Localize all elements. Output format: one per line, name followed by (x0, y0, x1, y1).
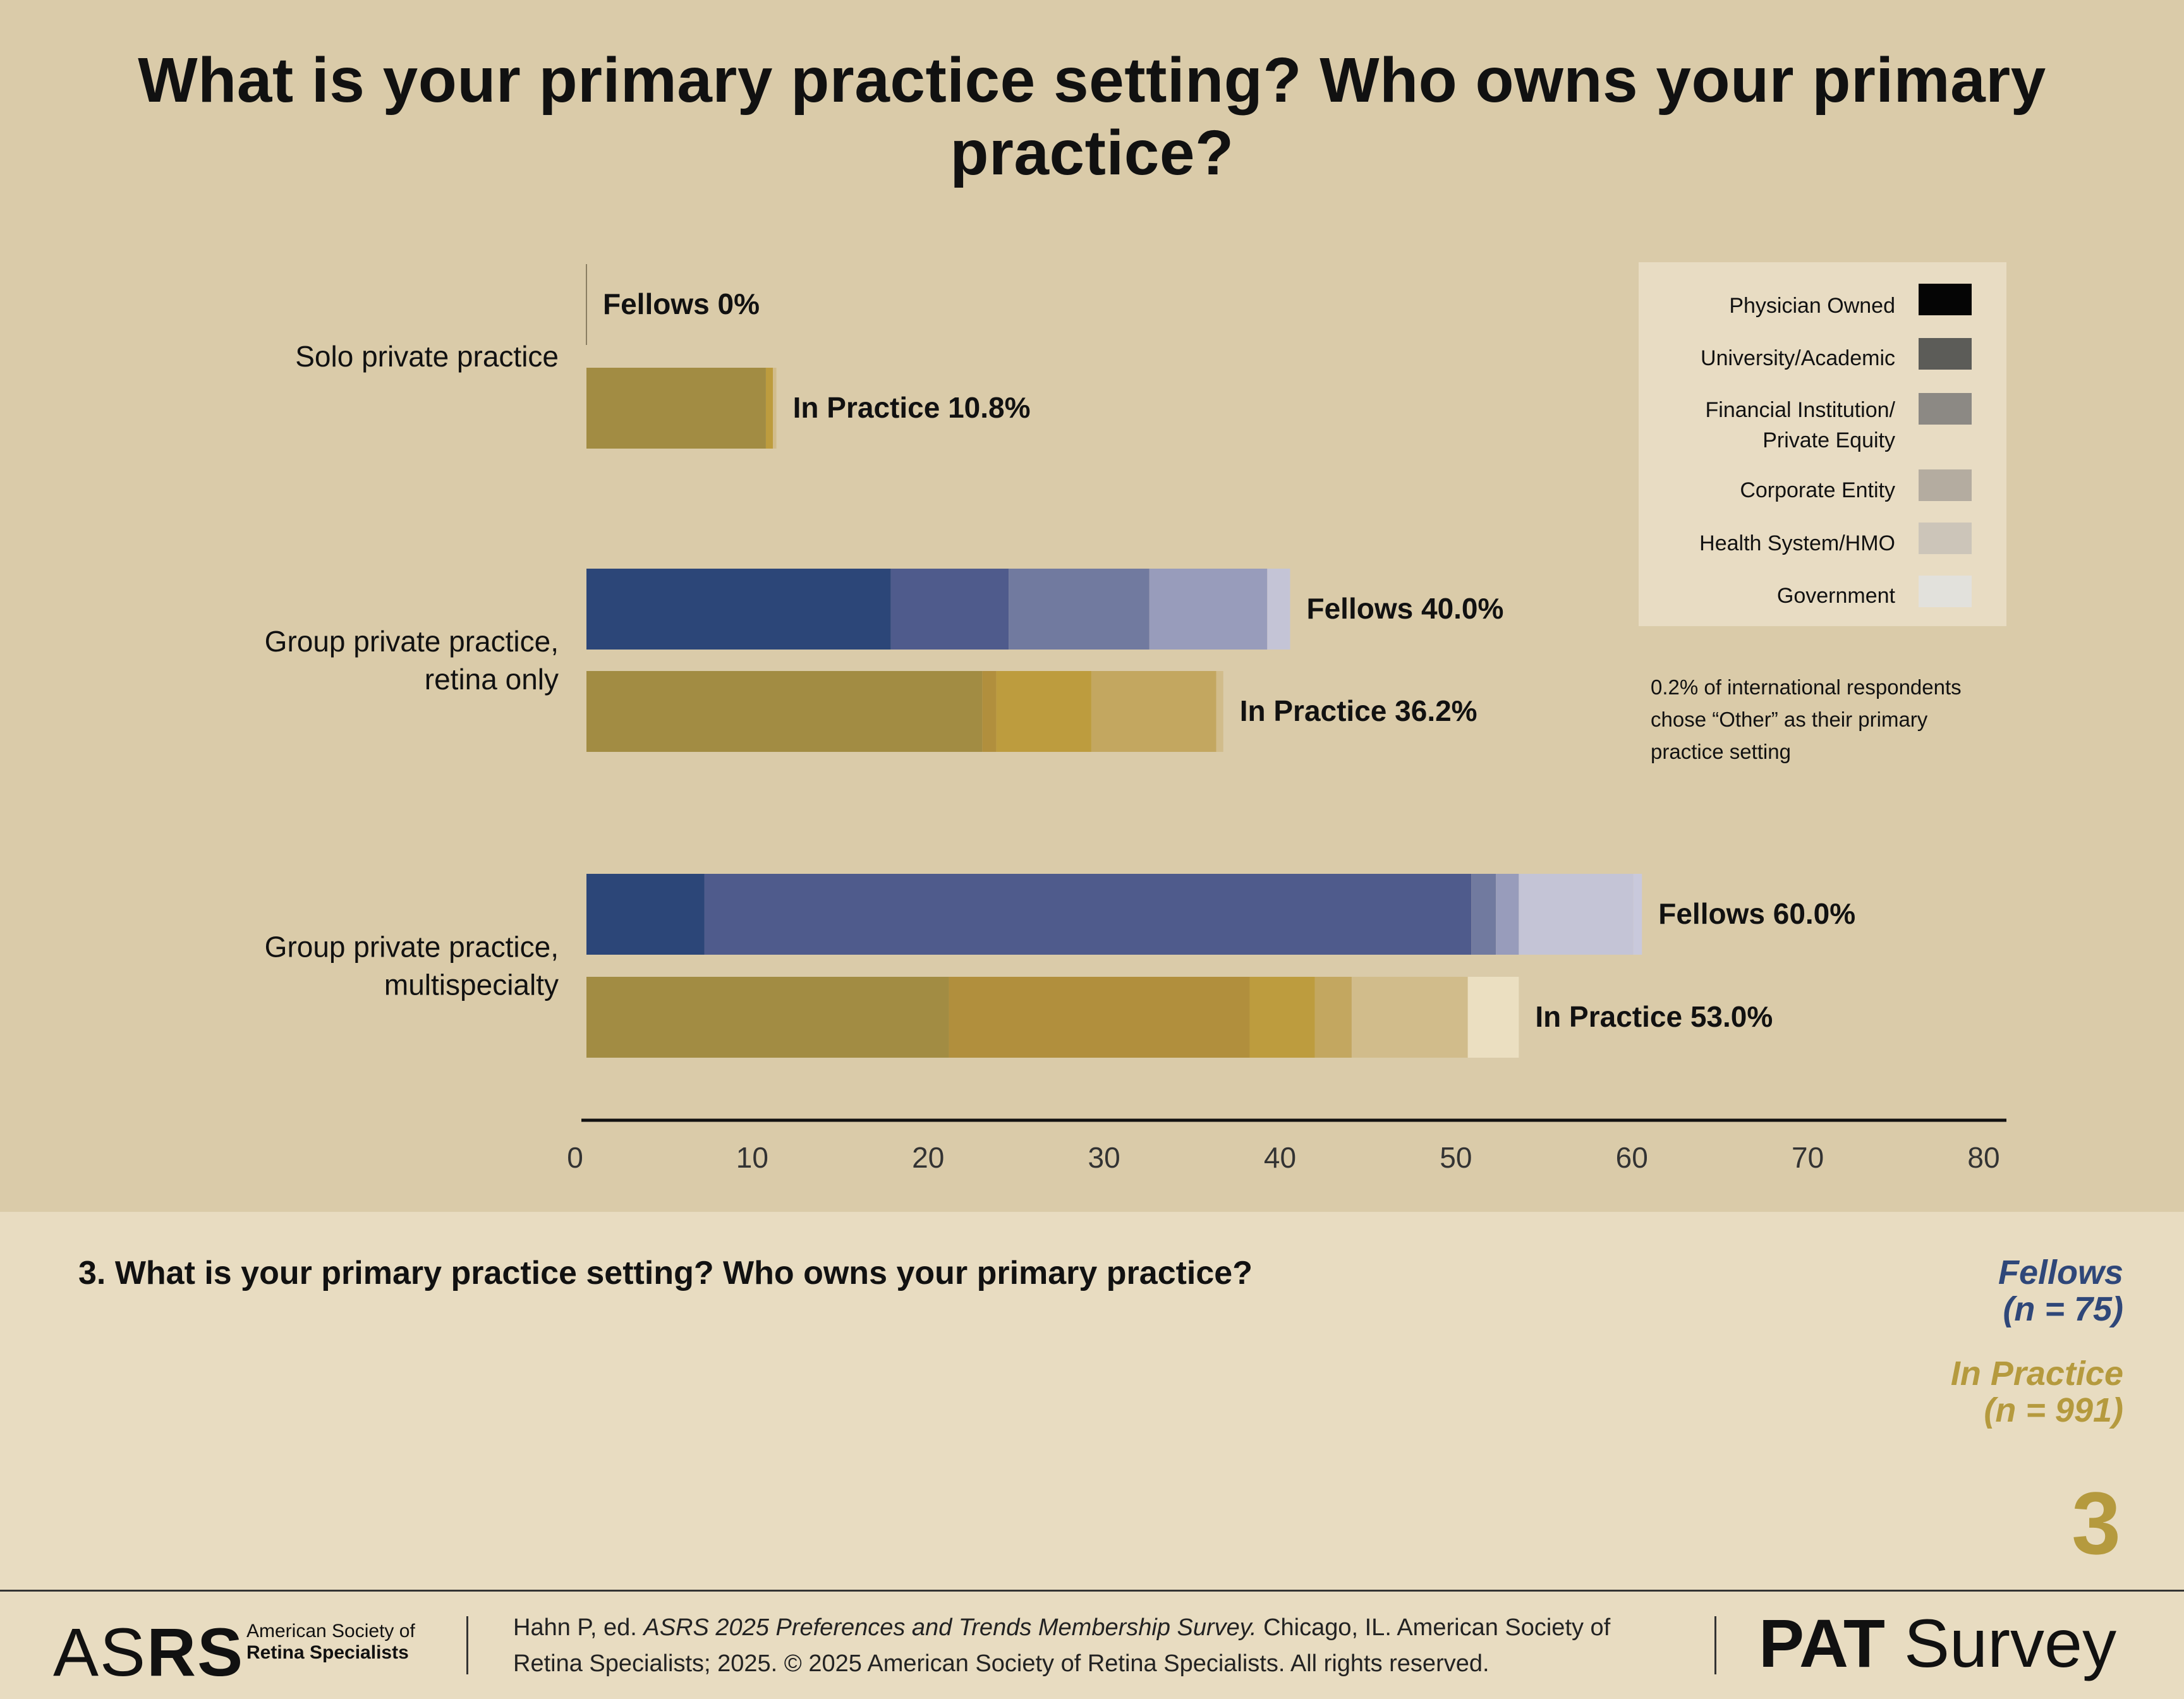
bar-value-label-g2-fellows: Fellows 60.0% (1658, 897, 1855, 930)
logo-subtitle-line1: American Society of (246, 1621, 415, 1642)
bar-segment-g2-fellows-1 (704, 874, 1472, 955)
bar-segment-g1-in-practice-0 (586, 671, 983, 752)
in-practice-sample-n: (n = 991) (1984, 1391, 2123, 1429)
bar-value-label-g0-in-practice: In Practice 10.8% (793, 391, 1031, 424)
in-practice-sample: In Practice (n = 991) (1951, 1355, 2123, 1429)
bar-segment-g1-fellows-3 (1149, 569, 1268, 650)
legend-label-financial-institution: Financial Institution/ Private Equity (1705, 398, 1896, 452)
category-label-g2-1: multispecialty (384, 969, 559, 1001)
bar-segment-g0-in-practice-2 (765, 368, 774, 449)
pat-survey-logo: PAT Survey (1759, 1604, 2116, 1683)
citation-prefix: Hahn P, ed. (513, 1614, 644, 1641)
category-label-g2-0: Group private practice, (265, 931, 559, 964)
bar-segment-g1-in-practice-3 (1091, 671, 1216, 752)
bar-segment-g2-fellows-5 (1633, 874, 1642, 955)
footer-separator-left (466, 1616, 468, 1674)
x-tick-label-50: 50 (1440, 1141, 1472, 1174)
bar-segment-g2-in-practice-3 (1314, 977, 1352, 1058)
legend-label-university-academic: University/Academic (1701, 346, 1895, 370)
bar-segment-g1-in-practice-2 (996, 671, 1091, 752)
bar-segment-g0-in-practice-0 (586, 368, 766, 449)
bar-segment-g2-fellows-3 (1496, 874, 1519, 955)
bar-value-label-g1-in-practice: In Practice 36.2% (1240, 694, 1477, 727)
x-tick-label-60: 60 (1616, 1141, 1648, 1174)
x-tick-label-80: 80 (1967, 1141, 1999, 1174)
logo-subtitle: American Society of Retina Specialists (246, 1621, 415, 1664)
bar-segment-g2-in-practice-2 (1249, 977, 1315, 1058)
footer-divider (0, 1590, 2184, 1592)
pat-text-light: Survey (1884, 1605, 2117, 1681)
legend: Physician Owned University/Academic Fina… (1639, 262, 2006, 626)
bar-segment-g2-fellows-2 (1471, 874, 1496, 955)
category-label-g1-0: Group private practice, (265, 625, 559, 658)
x-tick-label-30: 30 (1088, 1141, 1120, 1174)
legend-swatch-corporate-entity (1919, 469, 1972, 501)
stacked-bar-chart: Fellows 0% In Practice 10.8% Solo private … (265, 264, 2006, 1174)
bar-segment-g2-in-practice-0 (586, 977, 949, 1058)
page-title: What is your primary practice setting? W… (138, 45, 2046, 188)
legend-label-government: Government (1776, 584, 1895, 608)
asrs-logo: ASRS (53, 1612, 244, 1691)
citation-title: ASRS 2025 Preferences and Trends Members… (643, 1614, 1257, 1641)
page-number: 3 (2072, 1473, 2121, 1573)
category-label-g0-0: Solo private practice (295, 340, 559, 373)
legend-label-health-system: Health System/HMO (1699, 531, 1895, 555)
bar-value-label-g1-fellows: Fellows 40.0% (1307, 592, 1504, 625)
pat-text-bold: PAT (1759, 1605, 1885, 1681)
logo-text-light: AS (53, 1614, 147, 1690)
chart-annotation: 0.2% of international respondents chose … (1651, 675, 1962, 763)
logo-text-bold: RS (147, 1614, 245, 1690)
legend-swatch-physician-owned (1919, 284, 1972, 315)
category-label-g1-1: retina only (425, 663, 559, 696)
legend-swatch-health-system (1919, 523, 1972, 554)
citation-rest: Chicago, IL. American Society of Retina … (513, 1614, 1611, 1677)
legend-label-physician-owned: Physician Owned (1729, 294, 1895, 318)
bar-segment-g0-in-practice-4 (773, 368, 777, 449)
x-tick-label-40: 40 (1264, 1141, 1296, 1174)
bar-segment-g2-in-practice-4 (1351, 977, 1468, 1058)
bar-segment-g1-fellows-0 (586, 569, 891, 650)
x-tick-label-70: 70 (1792, 1141, 1824, 1174)
bar-segment-g1-fellows-4 (1267, 569, 1290, 650)
bar-segment-g1-fellows-1 (890, 569, 1009, 650)
legend-swatch-university-academic (1919, 338, 1972, 370)
legend-swatch-financial-institution (1919, 393, 1972, 425)
fellows-sample: Fellows (n = 75) (1998, 1254, 2123, 1327)
bar-segment-g2-fellows-4 (1519, 874, 1634, 955)
bar-value-label-g0-fellows: Fellows 0% (603, 287, 760, 320)
legend-swatch-government (1919, 576, 1972, 607)
legend-label-corporate-entity: Corporate Entity (1740, 478, 1895, 502)
bar-segment-g1-in-practice-4 (1216, 671, 1223, 752)
x-tick-label-0: 0 (567, 1141, 583, 1174)
logo-subtitle-line2: Retina Specialists (246, 1642, 409, 1663)
bar-segment-g1-in-practice-1 (982, 671, 997, 752)
bar-segment-g2-fellows-0 (586, 874, 705, 955)
fellows-sample-n: (n = 75) (2003, 1290, 2123, 1328)
bar-segment-g1-fellows-2 (1009, 569, 1150, 650)
info-panel (0, 1212, 2184, 1699)
bar-segment-g2-in-practice-1 (949, 977, 1250, 1058)
citation: Hahn P, ed. ASRS 2025 Preferences and Tr… (513, 1610, 1682, 1682)
bar-value-label-g2-in-practice: In Practice 53.0% (1535, 1000, 1773, 1033)
x-tick-label-20: 20 (912, 1141, 944, 1174)
question-text: 3. What is your primary practice setting… (78, 1255, 1253, 1291)
in-practice-sample-label: In Practice (1950, 1355, 2123, 1393)
fellows-sample-label: Fellows (1998, 1254, 2123, 1291)
bar-segment-g2-in-practice-5 (1467, 977, 1519, 1058)
footer-separator-right (1714, 1616, 1716, 1674)
x-tick-label-10: 10 (736, 1141, 768, 1174)
